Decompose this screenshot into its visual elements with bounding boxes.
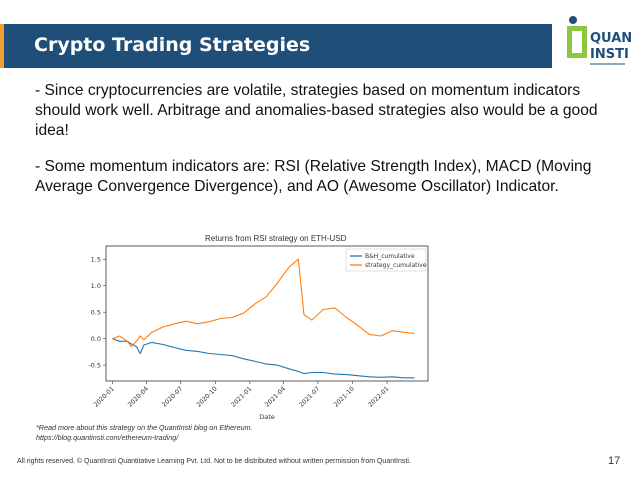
bullet-2: - Some momentum indicators are: RSI (Rel…: [35, 158, 592, 195]
footnote-link[interactable]: https://blog.quantinsti.com/ethereum-tra…: [36, 433, 179, 442]
x-tick-label: 2022-01: [367, 385, 390, 408]
chart-title: Returns from RSI strategy on ETH-USD: [205, 234, 347, 243]
legend: [345, 248, 427, 272]
copyright-notice: All rights reserved. © QuantInsti Quanti…: [17, 458, 411, 465]
y-tick-label: 1.0: [91, 282, 101, 290]
bullet-list: - Since cryptocurrencies are volatile, s…: [35, 81, 627, 213]
y-tick-label: 0.0: [91, 335, 101, 343]
page-number: 17: [608, 455, 621, 467]
x-tick-label: 2021-01: [230, 385, 253, 408]
x-tick-label: 2020-10: [196, 385, 219, 408]
x-tick-label: 2020-04: [127, 385, 150, 408]
title-accent-strip: [0, 24, 4, 68]
x-tick-label: 2021-10: [333, 385, 356, 408]
y-tick-label: -0.5: [88, 362, 101, 370]
logo-gear-icon: [569, 16, 577, 24]
slide-title: Crypto Trading Strategies: [34, 34, 311, 56]
returns-chart: 1.5 1.0 0.5 0.0 -0.5 2020-01 2020-04 2020-07 202…: [88, 245, 429, 421]
footnote-line1: *Read more about this strategy on the Qu…: [36, 423, 253, 432]
footnote: *Read more about this strategy on the Qu…: [36, 423, 253, 443]
series-line-bh-cumulative: [112, 338, 415, 379]
quantinsti-logo: QUANT INSTI: [567, 16, 631, 65]
x-tick-label: 2020-07: [161, 385, 184, 408]
x-tick-label: 2020-01: [93, 385, 116, 408]
x-tick-label: 2021-04: [264, 385, 287, 408]
series-line-strategy-cumulative: [112, 258, 415, 348]
y-tick-label: 0.5: [91, 309, 101, 317]
legend-label: B&H_cumulative: [365, 253, 415, 260]
x-axis-label: Date: [259, 413, 275, 421]
title-bar: Crypto Trading Strategies: [0, 24, 552, 68]
x-tick-label: 2021-07: [298, 385, 321, 408]
legend-label: strategy_cumulative: [365, 262, 427, 269]
logo-line2: INSTI: [590, 47, 629, 62]
logo-line1: QUANT: [590, 31, 631, 46]
bullet-1: - Since cryptocurrencies are volatile, s…: [35, 82, 598, 139]
y-tick-label: 1.5: [91, 256, 101, 264]
